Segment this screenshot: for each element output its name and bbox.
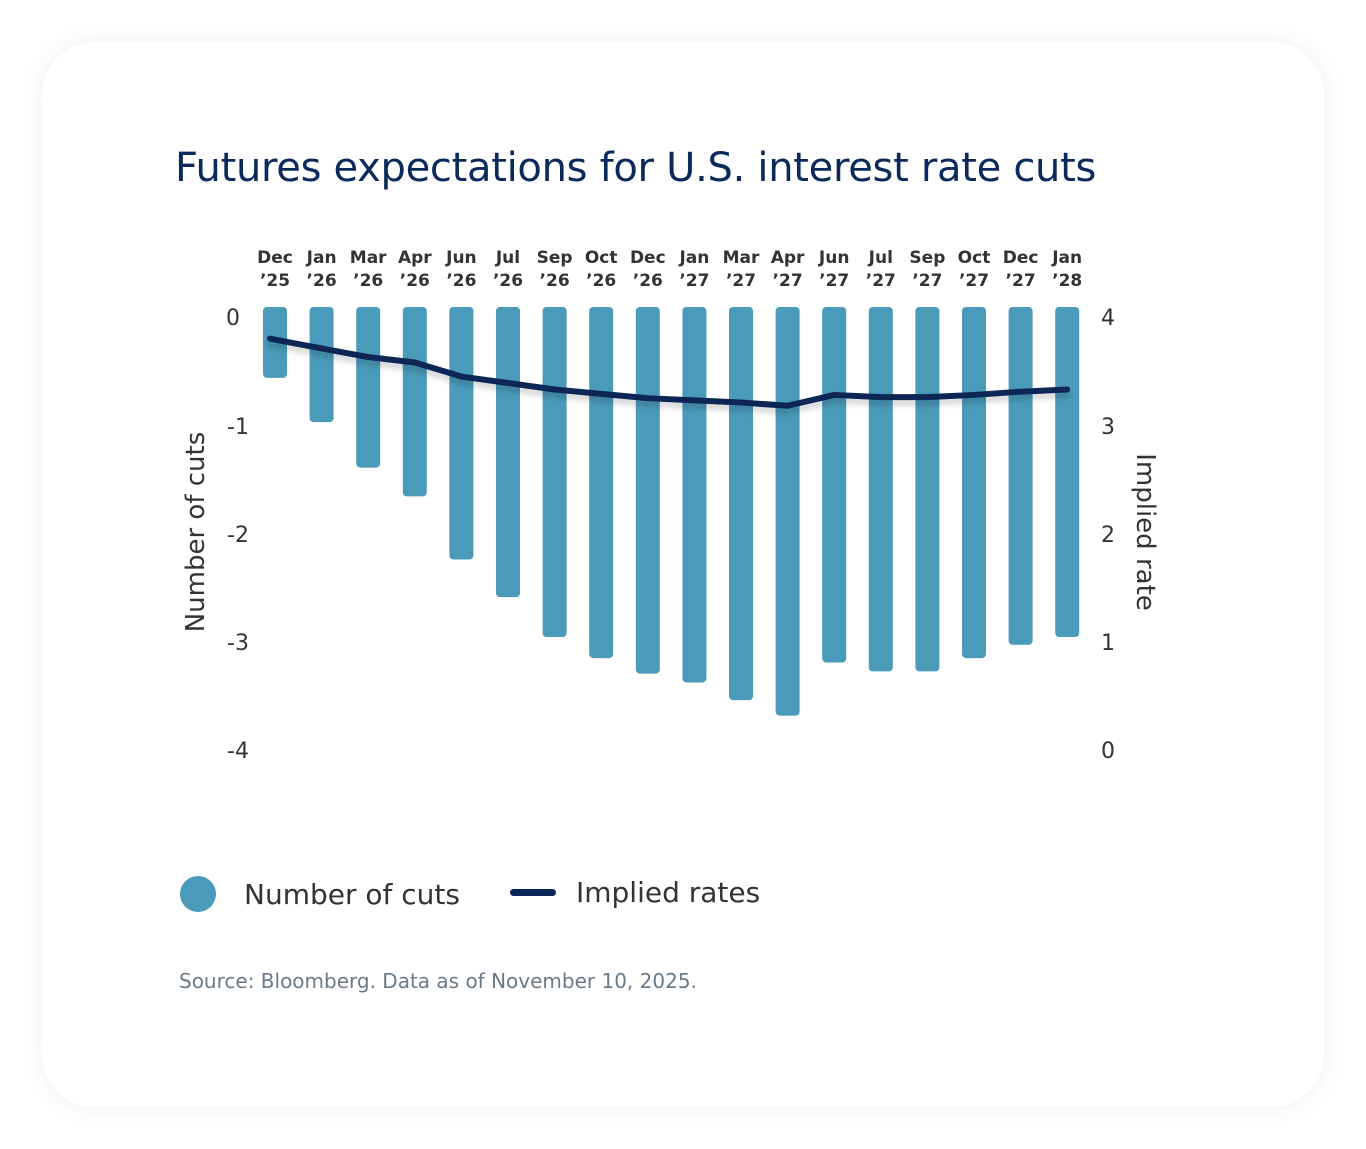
x-tick-label: Dec [257,248,293,268]
x-tick-label: ’26 [400,271,430,291]
bar [915,307,940,672]
x-tick-label: Dec [630,248,666,268]
bar [356,307,381,468]
x-tick-label: Dec [1003,248,1039,268]
x-tick-label: Jan [678,248,709,268]
x-tick-label: ’27 [866,271,896,291]
y-right-tick: 2 [1101,523,1115,548]
y-left-tick: -4 [227,739,249,764]
legend-swatch-line [510,889,556,896]
bar [682,307,707,683]
x-tick-label: ’27 [726,271,756,291]
legend-label: Implied rates [576,876,761,909]
bar [309,307,334,423]
x-tick-label: ’26 [493,271,523,291]
bar [1055,307,1080,638]
x-tick-label: Jun [818,248,850,268]
y-right-label: Implied rate [1130,453,1160,611]
x-tick-label: ’28 [1052,271,1082,291]
x-tick-label: ’27 [1006,271,1036,291]
bar [496,307,520,598]
x-tick-label: ’27 [773,271,803,291]
x-tick-label: ’26 [307,271,337,291]
y-left-tick: -2 [227,523,249,548]
x-tick-label: Jan [1051,248,1082,268]
x-tick-label: ’27 [679,271,709,291]
x-tick-label: ’26 [540,271,570,291]
x-tick-label: Jul [495,248,520,268]
source-note: Source: Bloomberg. Data as of November 1… [179,969,697,993]
implied-rate-line [267,335,1071,409]
x-tick-label: Jun [445,248,477,268]
bar [542,307,567,638]
y-left-tick: -1 [227,415,249,440]
chart-title: Futures expectations for U.S. interest r… [175,145,1097,191]
y-right-tick: 3 [1101,415,1115,440]
x-tick-label: Sep [909,248,945,268]
y-left-label: Number of cuts [181,432,211,633]
bar [449,307,474,560]
x-tick-label: ’25 [260,271,290,291]
x-tick-label: Oct [958,248,991,268]
x-tick-label: ’26 [586,271,616,291]
bar [822,307,847,663]
x-tick-label: ’27 [819,271,849,291]
y-right-tick: 0 [1101,739,1115,764]
bar [589,307,614,659]
legend-swatch-bar [180,876,216,912]
x-tick-label: ’26 [446,271,476,291]
bar [635,307,660,674]
x-tick-label: Jan [306,248,337,268]
x-tick-label: ’27 [912,271,942,291]
legend-item-cuts: Number of cuts [180,876,460,912]
y-right-tick: 4 [1101,306,1115,331]
y-right-tick: 1 [1101,631,1115,656]
x-tick-label: Sep [537,248,573,268]
bar [962,307,986,659]
x-tick-label: Oct [585,248,618,268]
x-tick-label: Jul [868,248,893,268]
legend-label: Number of cuts [244,877,460,911]
x-tick-label: Apr [398,248,432,268]
y-left-tick: 0 [226,306,240,331]
x-tick-label: ’26 [353,271,383,291]
legend-item-rates: Implied rates [510,876,760,909]
x-tick-label: Mar [350,248,387,268]
x-tick-label: Mar [723,248,760,268]
bar [868,307,893,672]
x-tick-label: ’27 [959,271,989,291]
bar [402,307,427,497]
bar [729,307,753,701]
x-tick-label: Apr [771,248,805,268]
x-tick-label: ’26 [633,271,663,291]
bar [1008,307,1033,645]
y-left-tick: -3 [227,631,249,656]
bar [775,307,800,716]
